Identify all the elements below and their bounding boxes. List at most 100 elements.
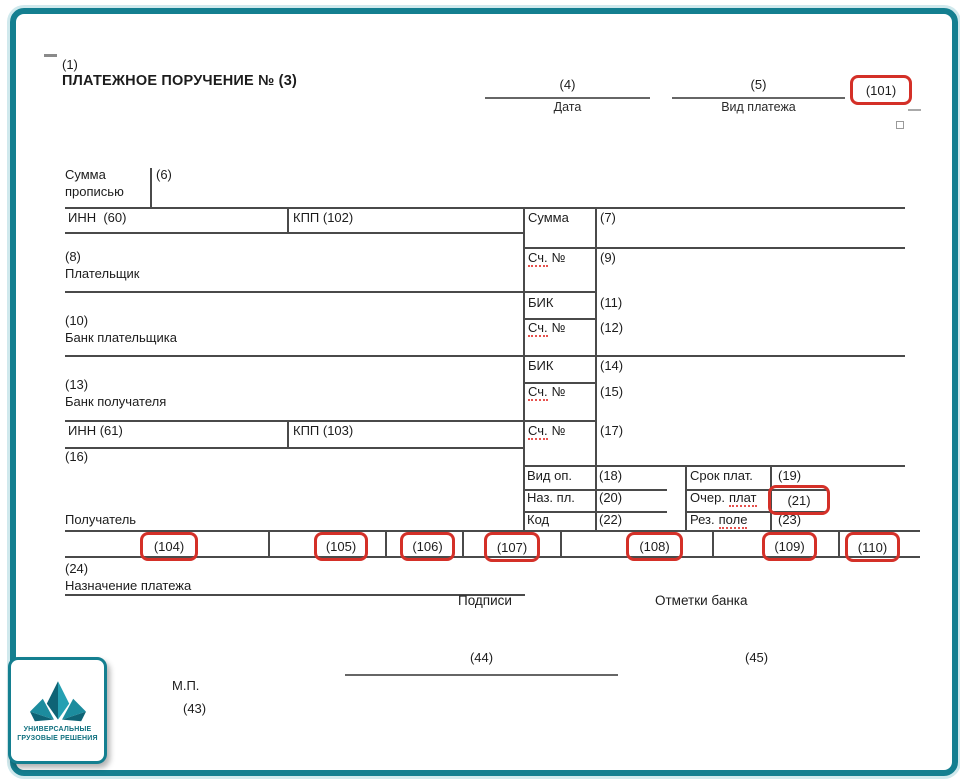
stray-mark xyxy=(44,54,57,57)
payee-field: (16) xyxy=(65,449,89,464)
inn-kpp-divider xyxy=(287,420,289,449)
date-underline xyxy=(485,97,650,99)
tax-cell-divider xyxy=(462,530,464,556)
payee-bank-account-field: (15) xyxy=(600,384,624,399)
tax-field-104-highlight: (104) xyxy=(140,532,198,561)
grid-line xyxy=(523,247,905,249)
grid-line xyxy=(65,447,523,449)
amount-words-label-1: Сумма xyxy=(65,167,106,182)
reserve-label: Рез. поле xyxy=(690,512,748,529)
payee-kpp-label: КПП (103) xyxy=(293,423,354,438)
purpose-code-label: Наз. пл. xyxy=(527,490,575,505)
grid-line xyxy=(65,355,905,357)
op-type-field: (18) xyxy=(599,468,623,483)
tax-cell-divider xyxy=(838,530,840,556)
payee-bank-field: (13) xyxy=(65,377,89,392)
tax-field-107-highlight: (107) xyxy=(484,532,540,562)
title-text: ПЛАТЕЖНОЕ ПОРУЧЕНИЕ № xyxy=(62,73,275,89)
priority-word: Очер. xyxy=(690,490,725,505)
tax-field-108-highlight: (108) xyxy=(626,532,683,561)
account-word: Сч. xyxy=(528,320,548,337)
column-divider xyxy=(770,465,772,532)
payment-type-field: (5) xyxy=(750,77,767,92)
doc-number-field: (3) xyxy=(274,73,298,89)
payee-account-label: Сч. № xyxy=(528,423,566,440)
account-word: Сч. xyxy=(528,384,548,401)
tax-row-top-line xyxy=(65,530,920,532)
lotus-logo-icon xyxy=(29,680,86,721)
priority-field-21-highlight: (21) xyxy=(768,485,830,515)
field-1: (1) xyxy=(62,57,78,72)
grid-line xyxy=(65,232,523,234)
payee-inn-label: ИНН (61) xyxy=(68,423,123,438)
tax-field-109-highlight: (109) xyxy=(762,532,817,561)
account-word: Сч. xyxy=(528,250,548,267)
payee-bank-label: Банк получателя xyxy=(65,394,167,409)
tax-cell-divider xyxy=(385,530,387,556)
reserve-word: Рез. xyxy=(690,512,715,527)
number-sign: № xyxy=(551,384,566,399)
grid-line xyxy=(523,382,595,384)
payer-bank-field: (10) xyxy=(65,313,89,328)
reserve-word: поле xyxy=(718,512,748,529)
payer-bank-bik-field: (11) xyxy=(600,295,623,310)
stamp-label: М.П. xyxy=(172,678,200,693)
column-divider xyxy=(523,207,525,532)
column-divider xyxy=(595,207,597,532)
payee-bank-account-label: Сч. № xyxy=(528,384,566,401)
inn-kpp-divider xyxy=(287,207,289,234)
logo-text-line-1: УНИВЕРСАЛЬНЫЕ xyxy=(23,725,92,733)
purpose-field: (24) xyxy=(65,561,89,576)
payee-label: Получатель xyxy=(65,512,137,527)
payment-type-underline xyxy=(672,97,845,99)
due-date-field: (19) xyxy=(778,468,802,483)
payer-account-label: Сч. № xyxy=(528,250,566,267)
code-field: (22) xyxy=(599,512,623,527)
number-sign: № xyxy=(551,250,566,265)
payer-label: Плательщик xyxy=(65,266,140,281)
tax-field-106-highlight: (106) xyxy=(400,532,455,561)
grid-line xyxy=(65,207,905,209)
grid-line xyxy=(685,489,827,491)
reserve-field: (23) xyxy=(778,512,802,527)
date-field: (4) xyxy=(559,77,576,92)
tax-cell-divider xyxy=(712,530,714,556)
tax-field-105-highlight: (105) xyxy=(314,532,368,561)
payer-account-field: (9) xyxy=(600,250,616,265)
code-label: Код xyxy=(527,512,550,527)
due-date-label: Срок плат. xyxy=(690,468,753,483)
resize-handle-square xyxy=(896,121,904,129)
grid-line xyxy=(65,420,595,422)
tax-row-bottom-line xyxy=(65,556,920,558)
account-word: Сч. xyxy=(528,423,548,440)
stray-mark xyxy=(908,109,921,111)
payer-kpp-label: КПП (102) xyxy=(293,210,354,225)
amount-label: Сумма xyxy=(528,210,569,225)
payer-field: (8) xyxy=(65,249,81,264)
date-label: Дата xyxy=(553,100,582,114)
bank-marks-label: Отметки банка xyxy=(655,593,748,608)
tax-cell-divider xyxy=(560,530,562,556)
status-field-101-highlight: (101) xyxy=(850,75,912,105)
document-title: ПЛАТЕЖНОЕ ПОРУЧЕНИЕ № (3) xyxy=(62,73,297,89)
payer-bank-account-label: Сч. № xyxy=(528,320,566,337)
grid-line xyxy=(65,291,595,293)
purpose-code-field: (20) xyxy=(599,490,623,505)
company-logo: УНИВЕРСАЛЬНЫЕ ГРУЗОВЫЕ РЕШЕНИЯ xyxy=(8,657,107,764)
bank-mark-field: (45) xyxy=(745,650,769,665)
op-type-label: Вид оп. xyxy=(527,468,573,483)
signature-field: (44) xyxy=(469,650,494,665)
purpose-underline xyxy=(65,594,525,596)
amount-field: (7) xyxy=(600,210,616,225)
number-sign: № xyxy=(551,320,566,335)
number-sign: № xyxy=(551,423,566,438)
payment-type-label: Вид платежа xyxy=(721,100,796,114)
payer-inn-label: ИНН (60) xyxy=(68,210,127,225)
tax-field-110-highlight: (110) xyxy=(845,532,900,562)
column-divider xyxy=(685,465,687,532)
grid-line xyxy=(523,465,905,467)
amount-words-field: (6) xyxy=(156,167,172,182)
logo-text-line-2: ГРУЗОВЫЕ РЕШЕНИЯ xyxy=(17,734,98,742)
grid-line xyxy=(523,318,595,320)
signature-line xyxy=(345,674,618,676)
